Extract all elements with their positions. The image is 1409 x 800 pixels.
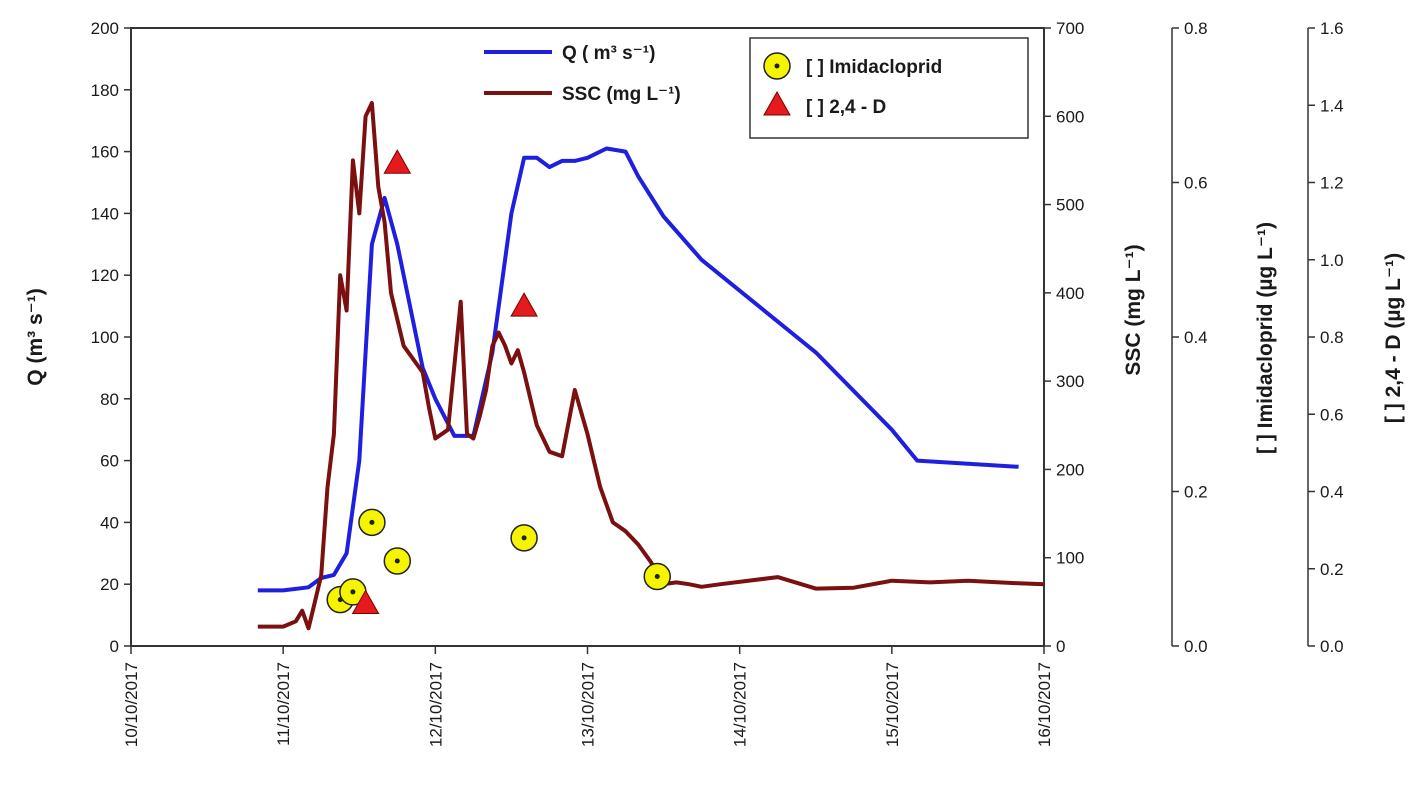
imidacloprid-axis-title: [ ] Imidacloprid (µg L⁻¹) <box>1254 222 1277 454</box>
legend-d24-marker <box>763 90 791 116</box>
left-tick-label: 120 <box>91 266 119 285</box>
left-tick-label: 160 <box>91 143 119 162</box>
q-series-line <box>257 146 1019 593</box>
ssc-axis-ticks: 0 100 200 300 400 500 600 700 <box>1044 19 1084 656</box>
imidacloprid-axis: 0.0 0.2 0.4 0.6 0.8 <box>1171 19 1208 656</box>
ssc-tick-label: 700 <box>1056 19 1084 38</box>
d24-tick-label: 1.6 <box>1320 19 1344 38</box>
left-tick-label: 40 <box>100 513 119 532</box>
ssc-tick-label: 600 <box>1056 107 1084 126</box>
left-tick-label: 0 <box>110 637 119 656</box>
left-tick-label: 180 <box>91 81 119 100</box>
ssc-tick-label: 100 <box>1056 549 1084 568</box>
d24-tick-label: 0.6 <box>1320 405 1344 424</box>
legend-imidacloprid-label: [ ] Imidacloprid <box>806 57 942 78</box>
legend-imidacloprid-marker-dot <box>774 63 780 69</box>
d24-tick-label: 1.0 <box>1320 251 1344 270</box>
imidacloprid-point-dot <box>394 558 400 564</box>
legend-ssc-label: SSC (mg L⁻¹) <box>562 84 681 105</box>
d24-tick-label: 0.4 <box>1320 483 1344 502</box>
ssc-series-line <box>257 101 1045 631</box>
series-layer <box>257 101 1045 631</box>
d24-tick-label: 1.4 <box>1320 96 1344 115</box>
ssc-tick-label: 300 <box>1056 372 1084 391</box>
imidacloprid-tick-label: 0.0 <box>1184 637 1208 656</box>
axis-titles: Q (m³ s⁻¹) SSC (mg L⁻¹) [ ] Imidacloprid… <box>24 222 1405 454</box>
d24-axis-title: [ ] 2,4 - D (µg L⁻¹) <box>1382 253 1405 423</box>
imidacloprid-point-dot <box>369 519 375 525</box>
d24-point <box>510 292 538 317</box>
ssc-tick-label: 200 <box>1056 460 1084 479</box>
left-axis-ticks: 0 20 40 60 80 100 120 140 160 180 200 <box>91 19 131 656</box>
left-tick-label: 140 <box>91 204 119 223</box>
d24-tick-label: 0.8 <box>1320 328 1344 347</box>
d24-tick-label: 1.2 <box>1320 174 1344 193</box>
x-axis-ticks: 10/10/2017 11/10/2017 12/10/2017 13/10/2017… <box>122 646 1054 747</box>
legend-d24-label: [ ] 2,4 - D <box>806 97 886 118</box>
ssc-tick-label: 500 <box>1056 196 1084 215</box>
x-tick-label: 16/10/2017 <box>1035 662 1054 747</box>
imidacloprid-point-dot <box>350 589 356 595</box>
left-tick-label: 80 <box>100 390 119 409</box>
left-tick-label: 20 <box>100 575 119 594</box>
imidacloprid-tick-label: 0.2 <box>1184 483 1208 502</box>
x-tick-label: 10/10/2017 <box>122 662 141 747</box>
left-axis-title: Q (m³ s⁻¹) <box>24 288 47 385</box>
x-tick-label: 13/10/2017 <box>579 662 598 747</box>
imidacloprid-tick-label: 0.8 <box>1184 19 1208 38</box>
ssc-tick-label: 400 <box>1056 284 1084 303</box>
d24-tick-label: 0.2 <box>1320 560 1344 579</box>
ssc-axis-title: SSC (mg L⁻¹) <box>1122 244 1145 375</box>
d24-axis: 0.0 0.2 0.4 0.6 0.8 1.0 1.2 1.4 1.6 <box>1307 19 1344 656</box>
imidacloprid-tick-label: 0.4 <box>1184 328 1208 347</box>
x-tick-label: 11/10/2017 <box>274 662 293 746</box>
imidacloprid-tick-label: 0.6 <box>1184 174 1208 193</box>
x-tick-label: 15/10/2017 <box>883 662 902 747</box>
imidacloprid-point-dot <box>521 535 527 541</box>
legend-lines: Q ( m³ s⁻¹) SSC (mg L⁻¹) <box>484 43 681 105</box>
ssc-tick-label: 0 <box>1056 637 1065 656</box>
x-tick-label: 12/10/2017 <box>426 662 445 747</box>
left-tick-label: 200 <box>91 19 119 38</box>
legend-q-label: Q ( m³ s⁻¹) <box>562 43 655 64</box>
d24-point <box>351 589 380 615</box>
left-tick-label: 60 <box>100 452 119 471</box>
x-tick-label: 14/10/2017 <box>731 662 750 747</box>
imidacloprid-point-dot <box>654 573 660 579</box>
legend-markers: [ ] Imidacloprid [ ] 2,4 - D <box>749 37 1029 139</box>
legend-markers-box <box>749 37 1029 139</box>
points-layer <box>326 149 671 615</box>
d24-point <box>383 149 412 174</box>
d24-tick-label: 0.0 <box>1320 637 1344 656</box>
left-tick-label: 100 <box>91 328 119 347</box>
